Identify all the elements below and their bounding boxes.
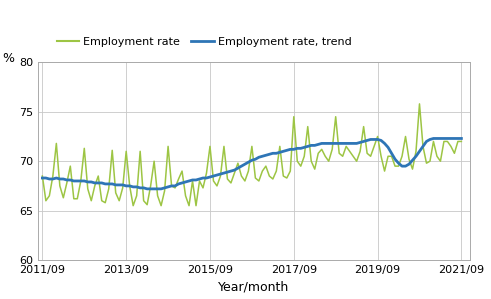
Legend: Employment rate, Employment rate, trend: Employment rate, Employment rate, trend <box>53 32 356 51</box>
Y-axis label: %: % <box>2 52 14 65</box>
X-axis label: Year/month: Year/month <box>218 280 290 293</box>
